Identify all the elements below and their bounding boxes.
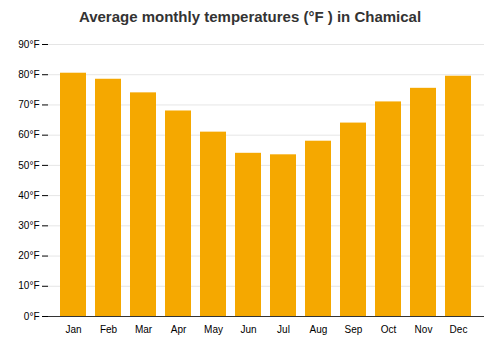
- svg-text:0°F: 0°F: [24, 311, 40, 322]
- svg-text:Sep: Sep: [345, 324, 363, 335]
- svg-text:70°F: 70°F: [18, 99, 39, 110]
- svg-text:30°F: 30°F: [18, 220, 39, 231]
- html-text:Average monthly temperatures (: Average monthly temperatures (°F ) in Ch…: [78, 8, 422, 25]
- svg-text:Aug: Aug: [310, 324, 328, 335]
- svg-text:60°F: 60°F: [18, 129, 39, 140]
- svg-text:40°F: 40°F: [18, 190, 39, 201]
- svg-text:Oct: Oct: [381, 324, 397, 335]
- svg-text:Apr: Apr: [171, 324, 187, 335]
- svg-text:Mar: Mar: [135, 324, 153, 335]
- svg-text:90°F: 90°F: [18, 39, 39, 50]
- svg-text:80°F: 80°F: [18, 69, 39, 80]
- svg-text:Jan: Jan: [65, 324, 81, 335]
- svg-text:Nov: Nov: [415, 324, 433, 335]
- svg-text:50°F: 50°F: [18, 160, 39, 171]
- svg-text:Feb: Feb: [100, 324, 118, 335]
- svg-text:Jun: Jun: [240, 324, 256, 335]
- svg-text:20°F: 20°F: [18, 250, 39, 261]
- svg-text:May: May: [204, 324, 223, 335]
- svg-text:Jul: Jul: [277, 324, 290, 335]
- svg-text:Dec: Dec: [450, 324, 468, 335]
- svg-text:10°F: 10°F: [18, 280, 39, 291]
